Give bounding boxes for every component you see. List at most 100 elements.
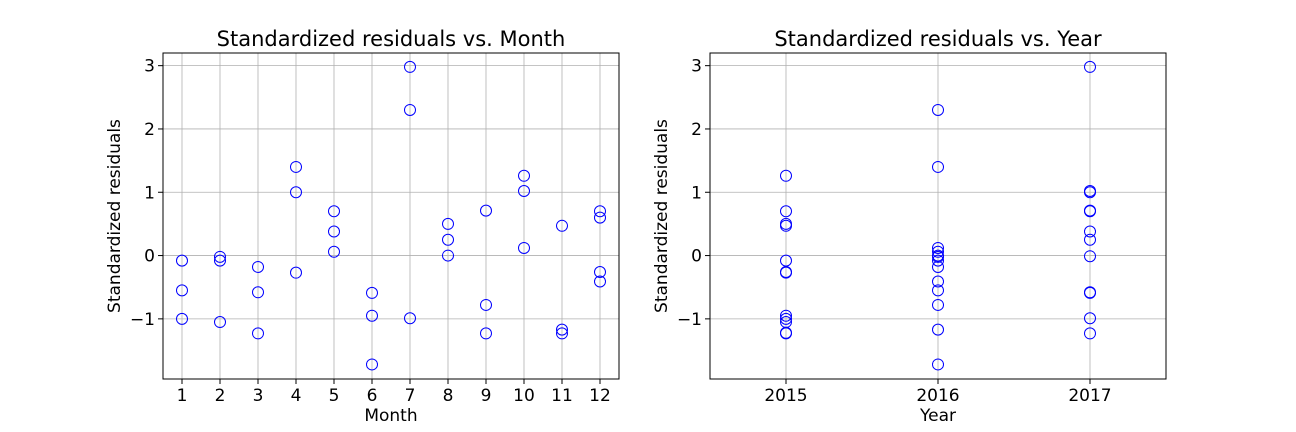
data-point	[1084, 312, 1096, 325]
data-point	[214, 250, 226, 263]
data-point	[932, 323, 944, 336]
data-point	[556, 219, 568, 232]
x-tick-label: 9	[481, 386, 492, 406]
y-tick-label: −1	[130, 310, 155, 330]
data-point	[594, 266, 606, 279]
y-axis-label: Standardized residuals	[105, 119, 125, 313]
x-tick-label: 2017	[1068, 386, 1111, 406]
x-tick-label: 2015	[764, 386, 807, 406]
y-tick-label: 0	[691, 247, 702, 267]
data-point	[932, 275, 944, 288]
x-tick-label: 4	[291, 386, 302, 406]
data-point	[1084, 186, 1096, 199]
data-point	[780, 219, 792, 232]
data-point	[932, 284, 944, 297]
x-tick-label: 5	[329, 386, 340, 406]
data-point	[176, 284, 188, 297]
x-tick-label: 10	[513, 386, 535, 406]
chart-title: Standardized residuals vs. Month	[217, 27, 566, 51]
data-point	[1084, 327, 1096, 340]
data-point	[252, 260, 264, 273]
data-point	[366, 309, 378, 322]
data-point	[480, 298, 492, 311]
data-point	[328, 245, 340, 258]
data-point	[518, 241, 530, 254]
y-tick-label: 1	[691, 183, 702, 203]
x-tick-label: 11	[551, 386, 573, 406]
data-point	[556, 327, 568, 340]
x-axis-label: Year	[919, 406, 956, 426]
data-point	[932, 254, 944, 267]
data-point	[932, 103, 944, 116]
data-point	[290, 160, 302, 173]
data-point	[328, 225, 340, 238]
data-point	[780, 327, 792, 340]
y-tick-label: 1	[144, 183, 155, 203]
y-tick-label: 2	[691, 120, 702, 140]
x-tick-label: 2	[215, 386, 226, 406]
data-point	[480, 204, 492, 217]
data-point	[556, 323, 568, 336]
data-point	[1084, 250, 1096, 263]
x-tick-label: 12	[589, 386, 611, 406]
x-tick-label: 1	[177, 386, 188, 406]
x-tick-label: 2016	[916, 386, 959, 406]
data-point	[1084, 205, 1096, 218]
data-point	[518, 169, 530, 182]
x-tick-label: 6	[367, 386, 378, 406]
x-axis-label: Month	[364, 406, 417, 426]
data-point	[1084, 286, 1096, 299]
x-tick-label: 7	[405, 386, 416, 406]
y-tick-label: 3	[144, 57, 155, 77]
data-point	[328, 205, 340, 218]
data-point	[932, 260, 944, 273]
data-point	[518, 184, 530, 197]
data-point	[780, 266, 792, 279]
x-tick-label: 3	[253, 386, 264, 406]
chart-title: Standardized residuals vs. Year	[774, 27, 1102, 51]
data-point	[290, 186, 302, 199]
data-point	[932, 298, 944, 311]
plot-frame	[162, 52, 620, 380]
data-point	[932, 358, 944, 371]
data-point	[442, 217, 454, 230]
data-point	[290, 266, 302, 279]
data-point	[404, 103, 416, 116]
data-point	[780, 169, 792, 182]
data-point	[932, 160, 944, 173]
data-point	[404, 312, 416, 325]
data-point	[932, 241, 944, 254]
y-axis-label: Standardized residuals	[652, 119, 672, 313]
data-point	[780, 205, 792, 218]
data-point	[252, 327, 264, 340]
data-point	[780, 312, 792, 325]
data-point	[1084, 60, 1096, 73]
data-point	[366, 358, 378, 371]
year-residuals-plot: 2015 2016 2017 −1 0 1 2 3 Standardized residual…	[652, 27, 1167, 426]
data-point	[176, 254, 188, 267]
data-point	[932, 250, 944, 263]
data-point	[932, 245, 944, 258]
data-point	[780, 309, 792, 322]
data-point	[214, 254, 226, 267]
data-point	[1084, 233, 1096, 246]
data-point	[442, 233, 454, 246]
data-point	[594, 275, 606, 288]
y-tick-label: 3	[691, 57, 702, 77]
x-tick-label: 8	[443, 386, 454, 406]
data-point	[176, 312, 188, 325]
data-point	[1084, 225, 1096, 238]
data-point	[594, 211, 606, 224]
data-point	[214, 316, 226, 329]
data-point	[252, 286, 264, 299]
y-tick-label: 2	[144, 120, 155, 140]
y-tick-label: −1	[677, 310, 702, 330]
data-point	[594, 205, 606, 218]
data-point	[366, 286, 378, 299]
data-point	[480, 327, 492, 340]
data-point	[404, 60, 416, 73]
data-point	[442, 249, 454, 262]
y-tick-label: 0	[144, 247, 155, 267]
